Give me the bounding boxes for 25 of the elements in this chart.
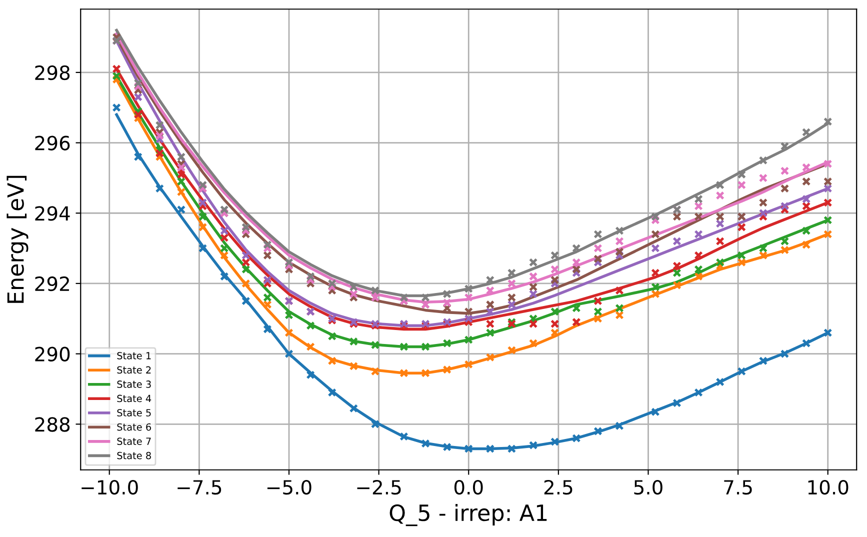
y-tick-label: 290 <box>35 346 70 362</box>
x-tick-label: 10.0 <box>808 480 848 495</box>
y-tick-label: 288 <box>35 417 70 432</box>
x-tick-label: 2.5 <box>544 480 572 495</box>
x-tick-label: 0.0 <box>454 480 483 495</box>
legend-label: State 1 <box>117 352 151 360</box>
y-tick-label: 298 <box>35 65 70 80</box>
x-tick-label: −10.0 <box>82 480 138 495</box>
y-axis-title: Energy [eV] <box>6 176 28 303</box>
legend-label: State 3 <box>117 380 151 388</box>
legend-label: State 5 <box>117 409 151 416</box>
y-tick-label: 294 <box>35 206 70 221</box>
legend-label: State 2 <box>117 366 151 374</box>
x-tick-label: −7.5 <box>178 480 222 495</box>
x-tick-label: −2.5 <box>357 480 401 495</box>
y-tick-label: 292 <box>35 276 69 292</box>
x-tick-label: −5.0 <box>267 480 312 495</box>
y-tick-label: 296 <box>35 136 70 150</box>
x-tick-label: 5.0 <box>634 480 662 495</box>
legend-label: State 6 <box>117 423 151 431</box>
legend-label: State 7 <box>117 438 151 445</box>
x-axis-title: Q_5 - irrep: A1 <box>390 504 547 526</box>
legend-label: State 4 <box>117 394 152 402</box>
x-tick-label: 7.5 <box>724 480 752 495</box>
legend-label: State 8 <box>117 452 151 460</box>
